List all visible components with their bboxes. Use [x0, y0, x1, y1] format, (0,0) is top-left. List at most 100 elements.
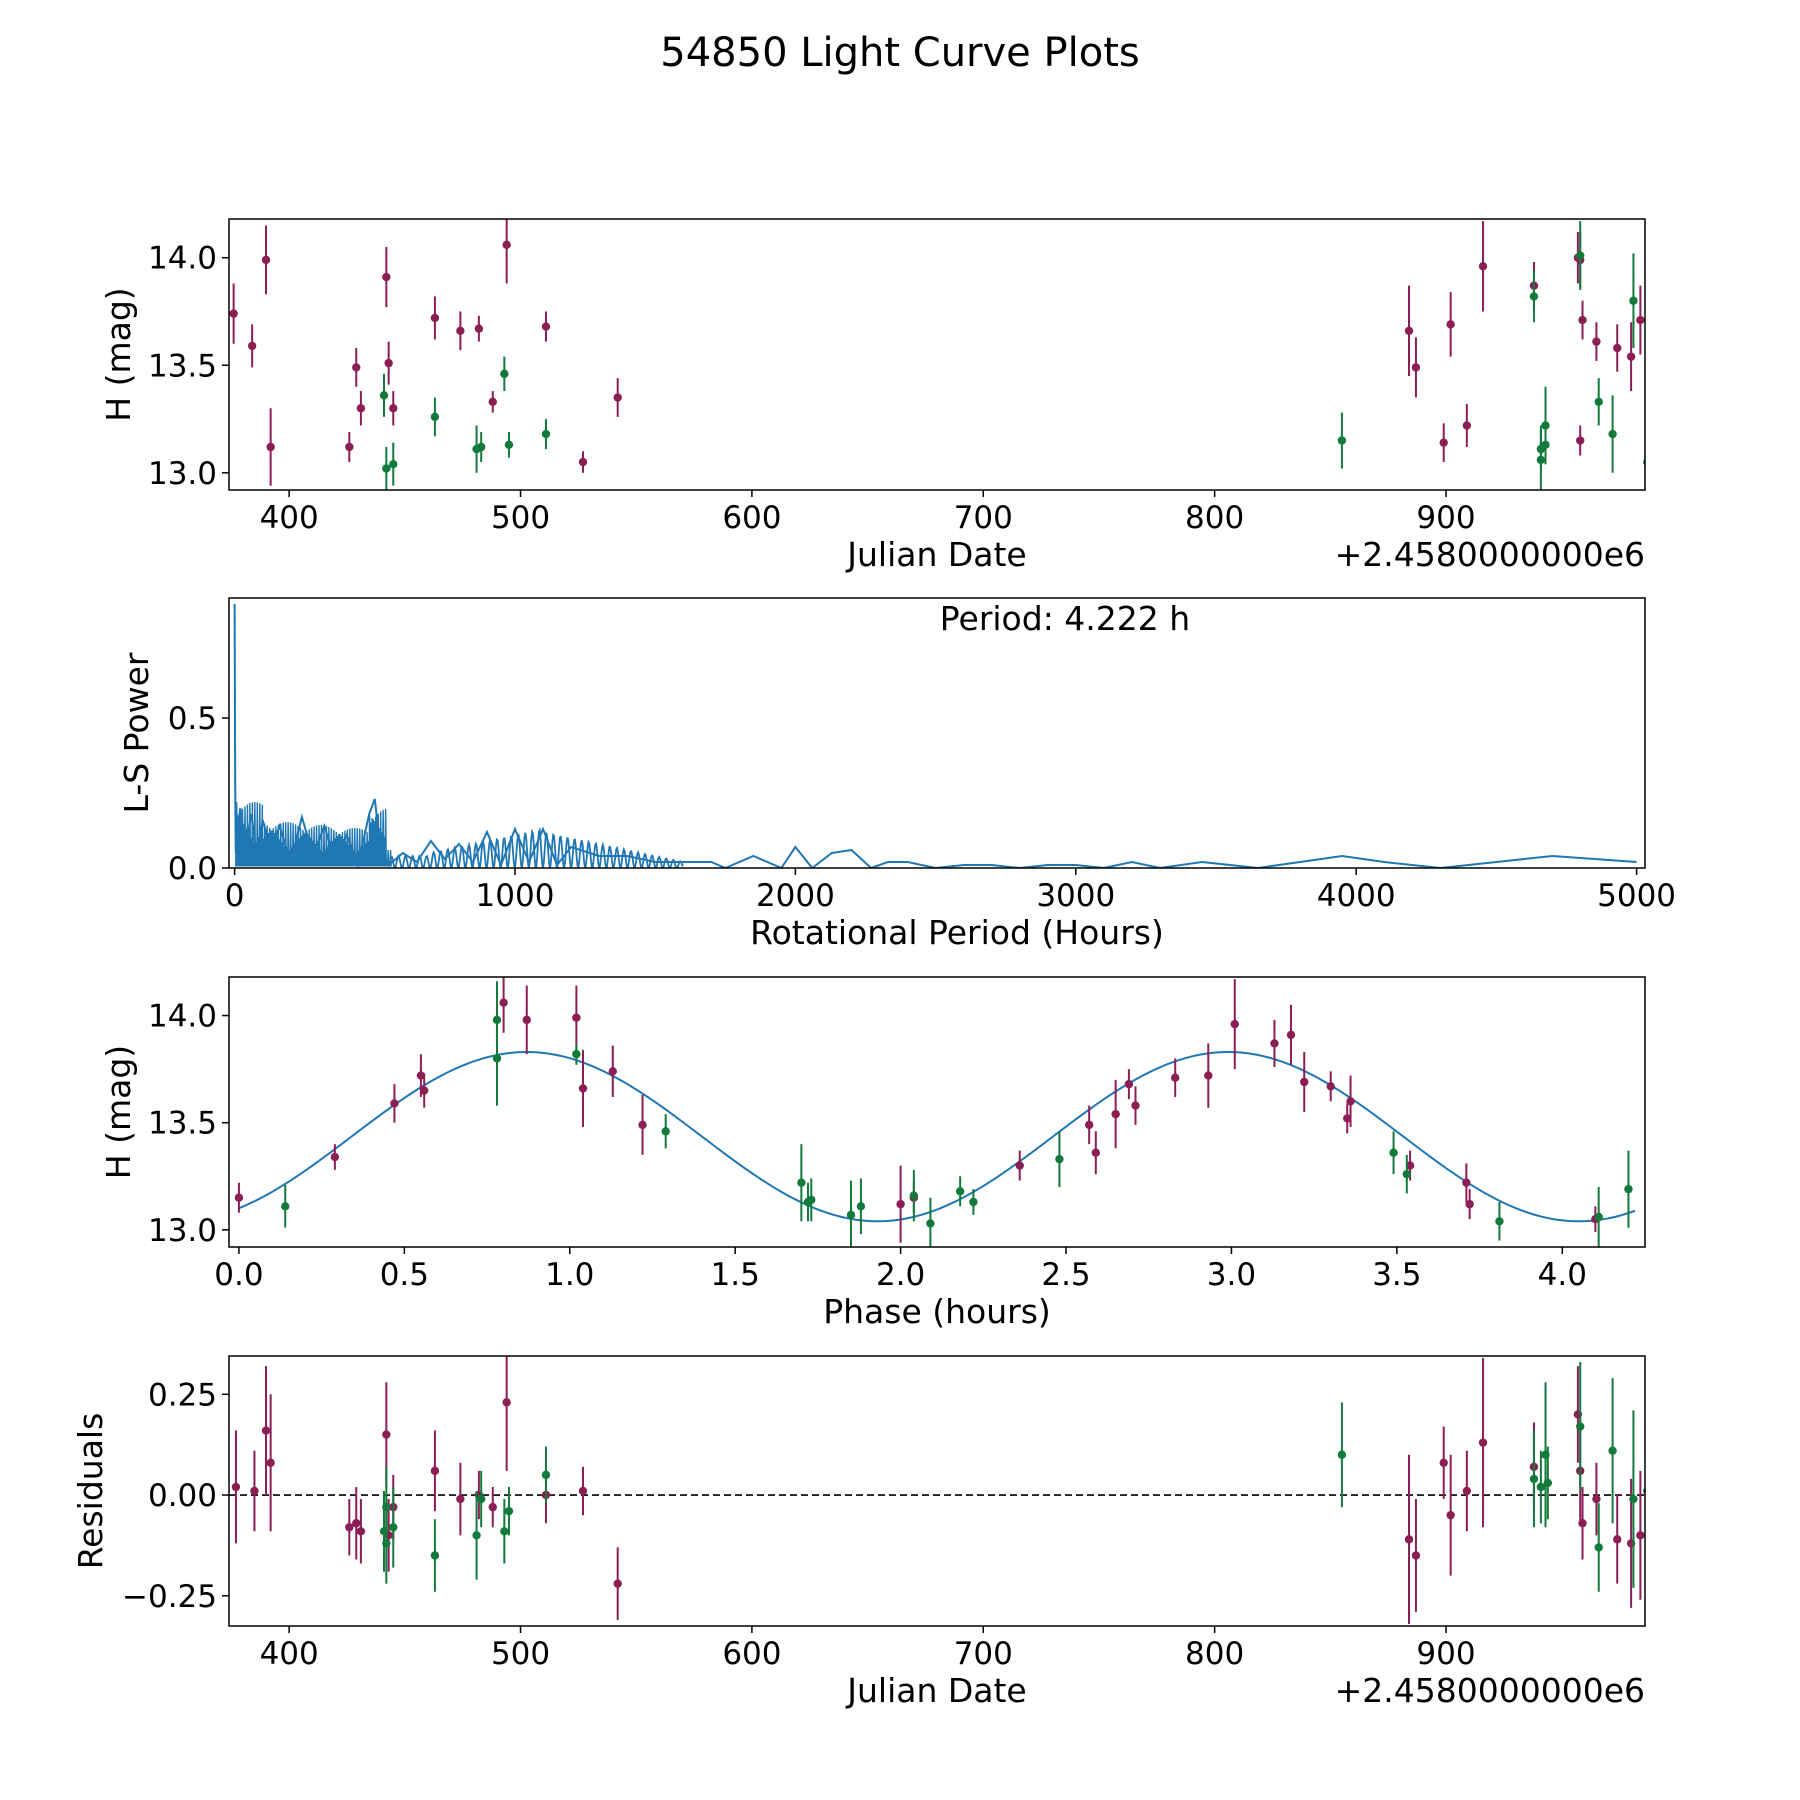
data-point-maroon — [1578, 1519, 1587, 1528]
data-point-maroon — [1592, 337, 1601, 346]
data-point-maroon — [613, 1579, 622, 1588]
data-point-green — [430, 412, 440, 422]
data-point-maroon — [638, 1120, 647, 1130]
data-point-maroon — [1084, 1120, 1094, 1130]
data-point-maroon — [1636, 1531, 1645, 1540]
data-point-maroon — [1446, 320, 1455, 329]
data-point-green — [926, 1219, 935, 1228]
data-point-maroon — [1592, 1494, 1601, 1504]
model-fit-curve — [238, 1051, 1636, 1223]
data-point-maroon — [266, 1458, 275, 1467]
panel-periodogram: 0 1000 2000 3000 4000 5000 0.0 0.5 Rotational Pe… — [117, 597, 1676, 952]
data-point-maroon — [499, 998, 508, 1007]
data-point-green — [1576, 251, 1585, 260]
x-tick-label: 400 — [260, 500, 319, 536]
data-point-maroon — [419, 1086, 429, 1095]
data-point-green — [807, 1195, 816, 1205]
data-point-maroon — [352, 363, 361, 372]
data-point-maroon — [488, 397, 497, 407]
x-tick-label: 400 — [260, 1636, 319, 1672]
plot-area-lightcurve — [229, 219, 1645, 490]
data-point-maroon — [1578, 315, 1587, 325]
data-point-maroon — [1204, 1071, 1213, 1080]
axes-frame-phased — [228, 976, 1646, 1248]
data-point-maroon — [1613, 343, 1622, 353]
x-tick-label: 600 — [722, 1636, 781, 1672]
data-point-green — [572, 1049, 581, 1059]
data-point-maroon — [1465, 1199, 1474, 1209]
x-tick-label: 5000 — [1597, 878, 1676, 914]
y-tick-label: 14.0 — [148, 241, 217, 277]
data-point-maroon — [1478, 1438, 1488, 1447]
y-tick-label: 13.0 — [148, 456, 217, 492]
data-point-green — [281, 1202, 290, 1211]
data-point-green — [1576, 1422, 1585, 1431]
data-point-green — [500, 369, 509, 379]
data-point-maroon — [356, 1527, 366, 1536]
x-tick-label: 0.5 — [380, 1257, 429, 1293]
x-axis-label: Phase (hours) — [823, 1292, 1051, 1331]
plot-area-residuals — [229, 1356, 1645, 1624]
y-tick-label: 13.5 — [148, 1106, 217, 1142]
y-axis-label: L-S Power — [117, 652, 156, 813]
y-tick-label: 0.0 — [168, 851, 217, 887]
x-tick-label: 1000 — [476, 878, 555, 914]
data-point-maroon — [356, 404, 366, 413]
panel-lightcurve: 400 500 600 700 800 900 13.0 13.5 14.0 Julian Dat… — [99, 218, 1646, 574]
x-tick-label: 4000 — [1317, 878, 1396, 914]
x-tick-label: 4.0 — [1538, 1257, 1587, 1293]
data-point-green — [382, 1539, 391, 1548]
data-point-maroon — [578, 1084, 588, 1093]
data-point-maroon — [261, 255, 271, 265]
data-point-green — [969, 1197, 978, 1207]
data-point-maroon — [1462, 421, 1472, 430]
x-tick-label: 700 — [954, 1636, 1013, 1672]
data-point-maroon — [1405, 1161, 1415, 1170]
data-point-maroon — [1439, 1458, 1448, 1467]
data-point-maroon — [1346, 1097, 1355, 1106]
panel-residuals: 400 500 600 700 800 900 0.25 0.00 −0.25 Julian Da… — [71, 1355, 1646, 1710]
data-point-green — [389, 1523, 398, 1532]
data-point-green — [1337, 1450, 1347, 1459]
data-point-maroon — [384, 358, 393, 368]
data-point-maroon — [1091, 1148, 1101, 1157]
data-point-maroon — [261, 1426, 271, 1435]
x-axis-label: Rotational Period (Hours) — [750, 913, 1164, 952]
data-point-maroon — [352, 1519, 361, 1528]
data-point-green — [504, 440, 514, 450]
data-point-maroon — [488, 1502, 497, 1512]
data-point-maroon — [382, 272, 391, 282]
data-point-maroon — [1462, 1486, 1472, 1496]
data-point-maroon — [1124, 1079, 1134, 1089]
data-point-maroon — [578, 457, 588, 467]
data-point-green — [909, 1191, 919, 1200]
x-tick-label: 800 — [1185, 1636, 1244, 1672]
data-point-green — [382, 464, 391, 473]
data-point-maroon — [1626, 352, 1636, 361]
y-axis-label: H (mag) — [99, 1045, 138, 1179]
data-point-green — [1594, 1212, 1603, 1222]
x-tick-label: 3.5 — [1372, 1257, 1421, 1293]
data-point-maroon — [541, 322, 551, 331]
x-offset-text: +2.4580000000e6 — [1335, 1671, 1645, 1710]
data-point-green — [476, 442, 486, 452]
x-tick-label: 2000 — [756, 878, 835, 914]
x-tick-label: 2.0 — [876, 1257, 925, 1293]
data-point-maroon — [1230, 1019, 1239, 1029]
data-point-maroon — [229, 309, 238, 318]
x-tick-label: 0.0 — [214, 1257, 263, 1293]
data-point-maroon — [1576, 436, 1585, 445]
data-point-maroon — [1446, 1510, 1455, 1520]
y-tick-label: 14.0 — [148, 999, 217, 1035]
data-point-green — [492, 1054, 502, 1063]
data-point-maroon — [416, 1071, 426, 1080]
data-point-maroon — [502, 1398, 511, 1407]
y-tick-label: 0.25 — [148, 1377, 217, 1413]
x-tick-label: 800 — [1185, 500, 1244, 536]
data-point-maroon — [234, 1193, 244, 1202]
axes-frame-residuals — [228, 1355, 1646, 1627]
data-point-green — [1536, 1482, 1546, 1492]
x-offset-text: +2.4580000000e6 — [1335, 535, 1645, 574]
data-point-maroon — [345, 442, 354, 452]
